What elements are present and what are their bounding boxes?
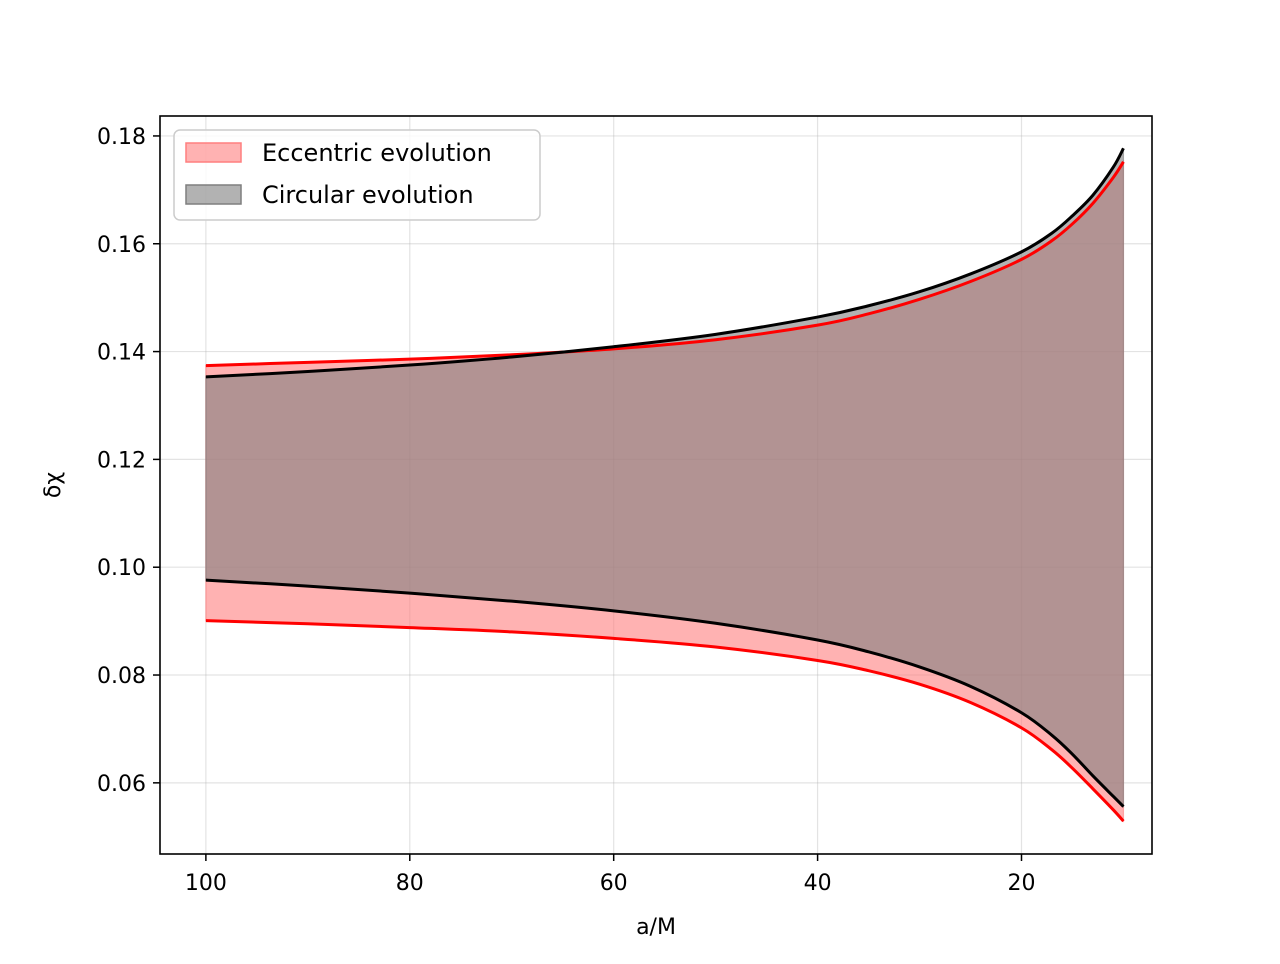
x-tick-label: 20 bbox=[1008, 871, 1036, 896]
plot-frame bbox=[159, 115, 1153, 855]
y-tick-label: 0.10 bbox=[97, 556, 146, 581]
legend-label-circular: Circular evolution bbox=[262, 181, 474, 209]
ticks: 100 80 60 40 20 0.06 0.08 0.10 0.12 0.14 0.16 0.18 bbox=[97, 125, 1035, 896]
y-tick-label: 0.16 bbox=[97, 233, 146, 258]
x-tick-label: 100 bbox=[185, 871, 227, 896]
x-axis-label: a/M bbox=[636, 915, 676, 940]
legend-label-eccentric: Eccentric evolution bbox=[262, 139, 492, 167]
x-tick-label: 80 bbox=[396, 871, 424, 896]
x-tick-label: 60 bbox=[600, 871, 628, 896]
upper-line-eccentric bbox=[205, 161, 1125, 368]
y-tick-label: 0.14 bbox=[97, 341, 146, 366]
x-tick-label: 40 bbox=[804, 871, 832, 896]
lower-line-eccentric bbox=[205, 619, 1125, 823]
y-tick-label: 0.08 bbox=[97, 664, 146, 689]
legend-swatch-circular bbox=[185, 184, 242, 205]
upper-line-circular bbox=[205, 147, 1125, 379]
y-axis-label: δχ bbox=[41, 472, 66, 498]
legend-swatch-eccentric bbox=[185, 142, 242, 163]
y-tick-label: 0.12 bbox=[97, 448, 146, 473]
y-tick-label: 0.18 bbox=[97, 125, 146, 150]
legend: Eccentric evolution Circular evolution bbox=[173, 129, 541, 221]
series-lines bbox=[205, 147, 1125, 823]
y-tick-label: 0.06 bbox=[97, 772, 146, 797]
lower-line-circular bbox=[205, 578, 1125, 808]
legend-box bbox=[173, 129, 541, 221]
